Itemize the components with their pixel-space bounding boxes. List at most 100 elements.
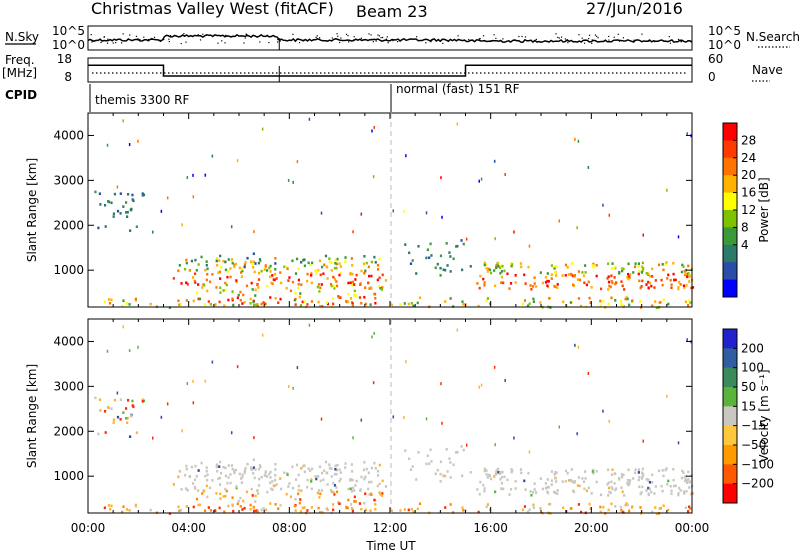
velocity-cell [610,480,613,484]
freq-series [88,64,692,82]
velocity-cell [408,457,411,461]
power-cell [353,283,356,286]
nsearch-point [340,37,342,39]
velocity-cell [119,418,122,421]
nsearch-point [555,33,557,35]
nsearch-point [608,35,610,38]
power-cell [574,137,576,141]
power-cell [360,301,363,305]
velocity-cell [354,500,357,503]
power-cell [319,304,322,308]
velocity-cell [119,398,122,401]
power-cell [332,284,335,288]
velocity-cell [647,486,650,490]
power-cell [554,285,557,288]
velocity-cell [658,507,661,510]
nsearch-point [648,40,650,42]
velocity-cell [440,382,442,386]
velocity-cell [260,475,263,479]
power-cell [523,273,526,277]
nsearch-point [535,38,537,41]
nsearch-point [396,40,399,43]
nsearch-point [680,40,683,43]
power-cell [203,303,207,306]
velocity-cell [679,489,682,492]
velocity-cell [379,493,382,496]
power-cell [546,279,549,283]
power-cell [465,237,468,241]
power-cell [494,284,497,288]
velocity-cell [183,473,187,477]
power-cell [567,273,571,276]
x-axis-label: Time UT [365,539,416,553]
velocity-cell [293,504,296,508]
velocity-cell [547,486,550,489]
velocity-cell [588,502,591,506]
colorbar-frame [722,328,738,504]
power-cell [378,276,381,280]
power-cell [319,273,322,277]
nsearch-point [159,39,161,41]
velocity-cell [297,473,300,477]
nsearch-point [345,33,348,35]
velocity-cell [555,471,558,475]
velocity-cell [224,494,227,498]
velocity-cell [683,492,686,495]
power-cell [286,267,289,271]
velocity-cell [334,464,337,468]
velocity-cell [539,477,542,480]
velocity-cell [122,505,125,509]
colorbar-swatch [723,348,737,369]
power-cell [274,272,277,276]
power-cell [376,263,380,267]
power-cell [691,286,695,289]
velocity-cell [263,508,267,512]
power-cell [224,281,227,285]
power-cell [483,281,486,284]
velocity-cell [229,473,232,476]
power-cell [251,262,254,266]
velocity-cell [104,431,107,434]
power-cell [439,266,442,270]
velocity-cell [116,415,120,419]
power-cell [243,265,246,269]
velocity-cell [94,396,97,400]
colorbar-swatch [723,210,737,228]
power-cell [185,299,188,302]
velocity-cell [235,486,238,490]
velocity-cell [252,472,255,475]
power-cell [686,132,688,136]
power-cell [651,275,654,278]
velocity-cell [495,469,498,473]
power-cell [449,270,452,273]
nsearch-point [478,38,480,40]
power-cell [197,263,200,266]
velocity-cell [631,505,634,508]
velocity-cell [229,481,232,485]
velocity-cell [232,509,235,513]
nsearch-point [151,37,153,40]
velocity-cell [483,487,486,490]
power-cell [642,266,645,270]
velocity-cell [661,469,664,472]
velocity-cell [381,492,384,495]
velocity-cell [193,478,197,482]
velocity-cell [116,391,119,395]
velocity-cell [337,501,340,504]
nsearch-point [641,33,643,35]
velocity-cell [614,505,617,508]
velocity-cell [381,479,384,483]
velocity-cell [186,488,189,492]
velocity-cell [227,504,230,508]
power-cell [141,194,144,197]
velocity-cell [222,495,225,498]
power-cell [257,271,261,275]
power-cell [206,272,209,276]
velocity-cell [333,493,336,496]
nsearch-point [618,40,621,42]
power-cell [410,301,413,305]
power-cell [326,265,329,269]
velocity-cell [528,508,531,512]
power-cell [308,117,311,121]
power-cell [354,278,357,281]
